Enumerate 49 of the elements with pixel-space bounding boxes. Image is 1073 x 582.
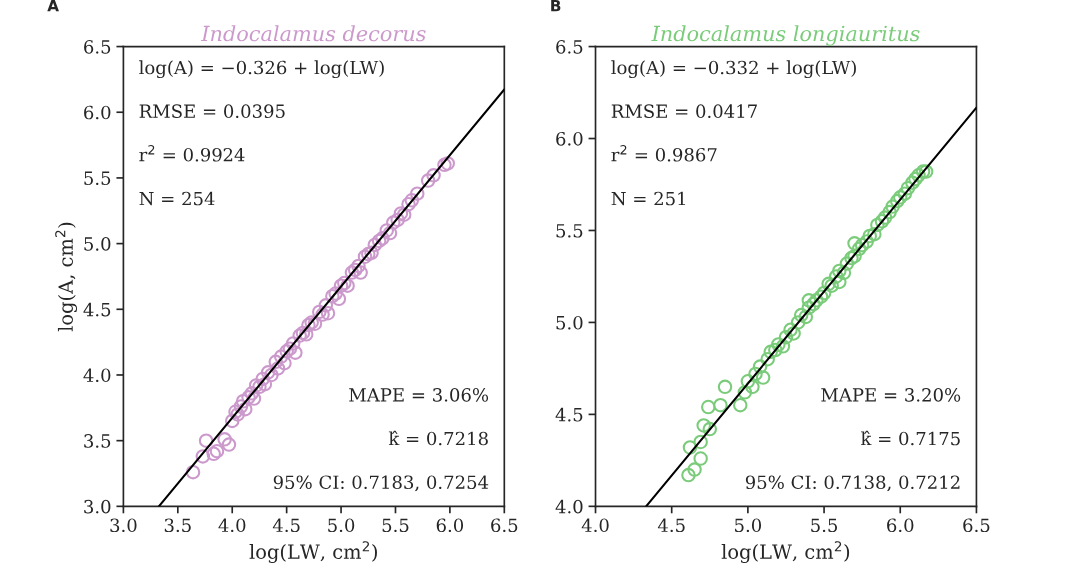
y-axis-title: log(A, cm$^{2}$) xyxy=(55,222,78,332)
annotation: r$^{2}$ = 0.9867 xyxy=(611,145,717,162)
y-tick-label: 4.0 xyxy=(555,499,583,514)
y-tick-label: 5.5 xyxy=(556,224,583,238)
annotation: N = 254 xyxy=(139,191,215,206)
x-tick-label: 6.0 xyxy=(887,518,914,533)
annotation: MAPE = 3.06% xyxy=(349,388,489,402)
annotation: N = 251 xyxy=(611,191,686,206)
annotation: log(A) = −0.332 + log(LW) xyxy=(611,60,856,79)
annotation: 95% CI: 0.7183, 0.7254 xyxy=(273,475,489,492)
y-tick-label: 3.0 xyxy=(84,499,111,514)
x-tick-label: 4.5 xyxy=(272,518,300,533)
y-tick-label: 5.0 xyxy=(84,237,111,251)
y-tick-label: 6.0 xyxy=(84,105,111,120)
y-tick-label: 4.0 xyxy=(83,368,111,383)
x-tick-label: 4.0 xyxy=(218,518,246,533)
annotation: r$^{2}$ = 0.9924 xyxy=(139,145,245,162)
annotation: RMSE = 0.0395 xyxy=(139,104,285,119)
x-tick-label: 5.0 xyxy=(328,518,355,533)
x-tick-label: 6.0 xyxy=(436,518,464,533)
annotation: MAPE = 3.20% xyxy=(821,388,961,402)
x-tick-label: 5.0 xyxy=(735,518,762,533)
y-tick-label: 5.0 xyxy=(556,315,583,330)
text: B xyxy=(551,0,561,12)
x-tick-label: 5.5 xyxy=(811,518,838,533)
x-tick-label: 6.5 xyxy=(963,518,990,533)
chart-title: Indocalamus longiauritus xyxy=(651,25,920,46)
annotation: RMSE = 0.0417 xyxy=(611,104,757,119)
x-tick-label: 3.0 xyxy=(110,518,137,533)
y-tick-label: 3.5 xyxy=(84,434,111,448)
x-axis-title: log(LW, cm$^{2}$) xyxy=(721,541,850,564)
x-tick-label: 5.5 xyxy=(382,518,409,533)
y-tick-label: 4.5 xyxy=(83,302,111,317)
x-axis-title: log(LW, cm$^{2}$) xyxy=(249,541,377,564)
y-tick-label: 5.5 xyxy=(84,171,111,186)
annotation: log(A) = −0.326 + log(LW) xyxy=(139,60,384,79)
x-tick-label: 3.5 xyxy=(164,518,191,533)
annotation: 95% CI: 0.7138, 0.7212 xyxy=(745,475,960,492)
y-tick-label: 6.5 xyxy=(84,40,111,54)
text: A xyxy=(47,0,59,12)
annotation: k̂ = 0.7175 xyxy=(860,430,960,446)
x-tick-label: 4.5 xyxy=(657,518,685,533)
x-tick-label: 4.0 xyxy=(581,518,609,533)
y-tick-label: 4.5 xyxy=(555,407,583,422)
x-tick-label: 6.5 xyxy=(491,518,518,533)
y-tick-label: 6.0 xyxy=(556,131,583,146)
y-tick-label: 6.5 xyxy=(556,40,583,54)
chart-title: Indocalamus decorus xyxy=(200,25,426,42)
annotation: k̂ = 0.7218 xyxy=(388,430,488,446)
